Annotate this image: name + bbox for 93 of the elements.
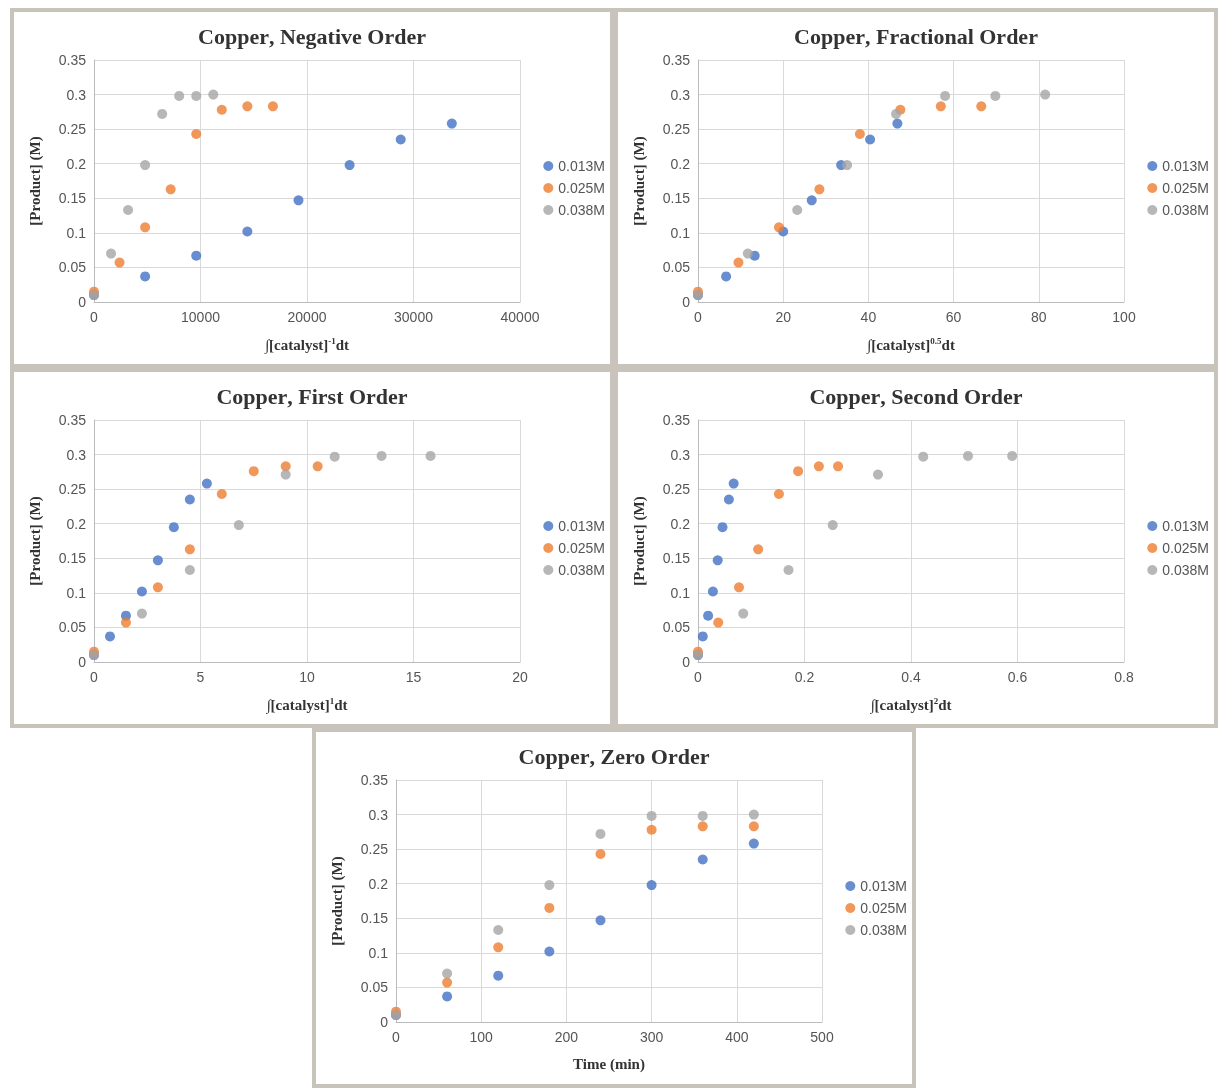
y-tick-label: 0 (682, 654, 691, 670)
y-tick-label: 0 (78, 654, 87, 670)
y-tick-label: 0.1 (66, 224, 87, 241)
x-tick-label: 10 (299, 669, 315, 685)
y-tick-label: 0.35 (58, 52, 87, 68)
x-tick-label: 400 (725, 1029, 749, 1045)
legend-label: 0.038M (558, 202, 606, 218)
x-tick-label: 40 (860, 309, 877, 325)
y-tick-label: 0.25 (662, 121, 691, 138)
x-tick-label: 0 (694, 309, 703, 325)
legend-label: 0.013M (1162, 518, 1210, 534)
y-tick-label: 0.35 (662, 52, 691, 68)
y-tick-label: 0.35 (58, 412, 87, 428)
y-tick-label: 0.3 (670, 446, 691, 463)
y-tick-label: 0.05 (662, 259, 691, 276)
y-tick-label: 0.15 (662, 550, 691, 567)
x-tick-label: 0 (90, 669, 99, 685)
x-tick-label: 0 (392, 1029, 401, 1045)
y-tick-label: 0.25 (360, 841, 389, 858)
x-tick-label: 0.8 (1114, 669, 1134, 685)
y-tick-label: 0.05 (58, 259, 87, 276)
legend-label: 0.025M (1162, 540, 1210, 556)
x-tick-label: 0.2 (794, 669, 815, 685)
legend-label: 0.025M (558, 540, 606, 556)
y-tick-label: 0.1 (670, 584, 691, 601)
x-tick-label: 10000 (181, 309, 221, 325)
y-tick-label: 0.15 (58, 550, 87, 567)
y-tick-label: 0.15 (360, 910, 389, 927)
x-tick-label: 300 (639, 1029, 664, 1045)
legend-label: 0.038M (558, 562, 606, 578)
x-tick-label: 60 (945, 309, 962, 325)
legend-label: 0.013M (860, 878, 908, 894)
y-axis-title: [Product] (M) (630, 496, 648, 586)
y-tick-label: 0.05 (58, 619, 87, 636)
x-tick-label: 0 (90, 309, 99, 325)
y-tick-label: 0.05 (662, 619, 691, 636)
legend-label: 0.038M (1162, 562, 1210, 578)
y-tick-label: 0.1 (670, 224, 691, 241)
legend-label: 0.013M (558, 518, 606, 534)
legend-label: 0.025M (558, 180, 606, 196)
legend-label: 0.038M (860, 922, 908, 938)
y-tick-label: 0 (682, 294, 691, 310)
y-tick-label: 0.15 (662, 190, 691, 207)
y-tick-label: 0.35 (360, 772, 389, 788)
y-tick-label: 0 (78, 294, 87, 310)
y-tick-label: 0.25 (662, 481, 691, 498)
x-tick-label: 20 (775, 309, 792, 325)
y-axis-title: [Product] (M) (26, 496, 44, 586)
legend-label: 0.013M (1162, 158, 1210, 174)
y-tick-label: 0.35 (662, 412, 691, 428)
chart-title: Copper, Zero Order (518, 743, 710, 769)
x-axis-title: Time (min) (573, 1055, 645, 1073)
y-tick-label: 0.3 (368, 806, 389, 823)
y-tick-label: 0.1 (66, 584, 87, 601)
x-tick-label: 80 (1031, 309, 1047, 325)
x-tick-label: 20 (512, 669, 528, 685)
legend-label: 0.025M (1162, 180, 1210, 196)
x-tick-label: 200 (554, 1029, 579, 1045)
chart-title: Copper, Negative Order (198, 23, 427, 49)
legend-label: 0.025M (860, 900, 908, 916)
x-tick-label: 30000 (394, 309, 434, 325)
x-tick-label: 0.4 (901, 669, 921, 685)
y-axis-title: [Product] (M) (26, 136, 44, 226)
y-tick-label: 0.3 (66, 446, 87, 463)
x-tick-label: 500 (810, 1029, 834, 1045)
y-tick-label: 0.2 (66, 155, 87, 172)
x-tick-label: 0.6 (1007, 669, 1028, 685)
chart-title: Copper, Second Order (809, 383, 1023, 409)
y-tick-label: 0.25 (58, 121, 87, 138)
y-tick-label: 0.2 (670, 515, 691, 532)
legend-label: 0.038M (1162, 202, 1210, 218)
x-tick-label: 0 (694, 669, 703, 685)
y-tick-label: 0 (380, 1014, 389, 1030)
x-tick-label: 100 (1112, 309, 1136, 325)
y-tick-label: 0.15 (58, 190, 87, 207)
x-tick-label: 20000 (287, 309, 327, 325)
y-tick-label: 0.2 (670, 155, 691, 172)
x-tick-label: 5 (196, 669, 205, 685)
y-tick-label: 0.05 (360, 979, 389, 996)
legend-label: 0.013M (558, 158, 606, 174)
chart-title: Copper, First Order (216, 383, 408, 409)
x-tick-label: 40000 (500, 309, 540, 325)
x-tick-label: 100 (469, 1029, 494, 1045)
y-axis-title: [Product] (M) (328, 856, 346, 946)
y-tick-label: 0.2 (66, 515, 87, 532)
y-tick-label: 0.25 (58, 481, 87, 498)
y-axis-title: [Product] (M) (630, 136, 648, 226)
chart-title: Copper, Fractional Order (794, 23, 1039, 49)
x-tick-label: 15 (405, 669, 422, 685)
y-tick-label: 0.2 (368, 875, 389, 892)
y-tick-label: 0.3 (66, 86, 87, 103)
y-tick-label: 0.1 (368, 944, 389, 961)
y-tick-label: 0.3 (670, 86, 691, 103)
